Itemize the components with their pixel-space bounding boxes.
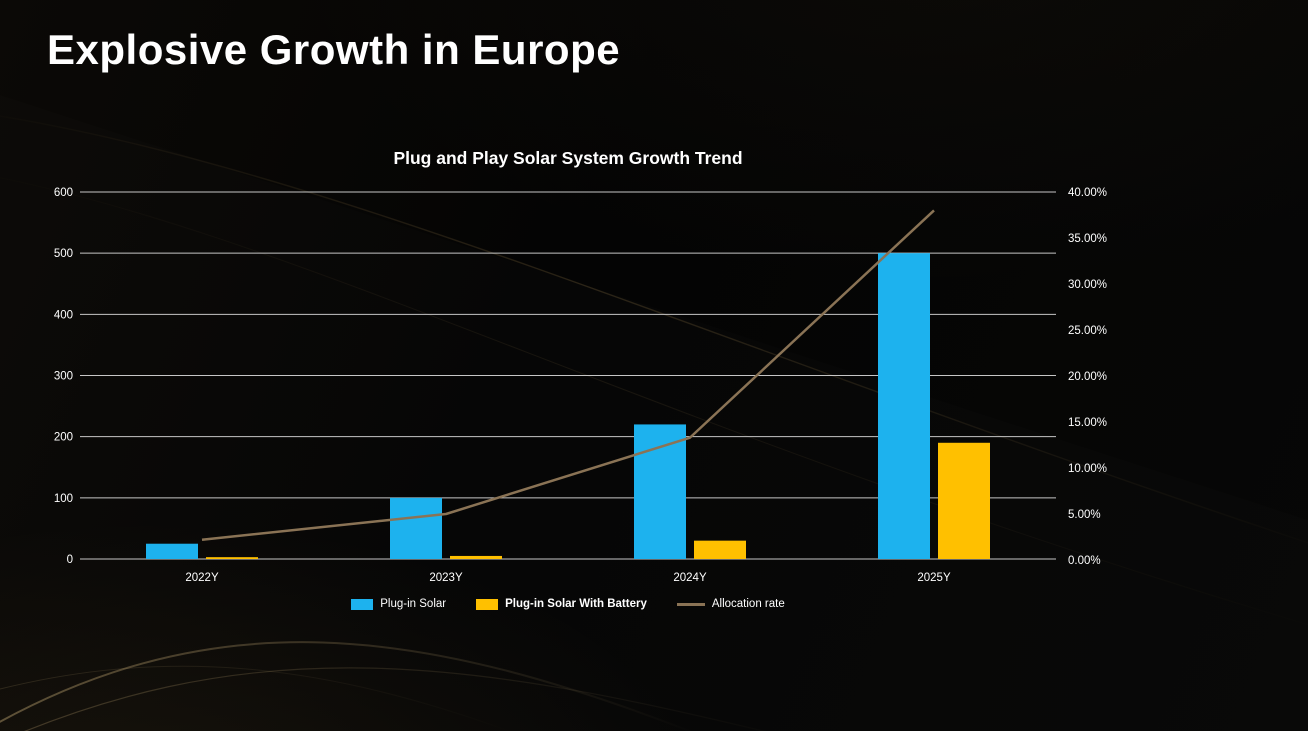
bar-plug-in-solar-with-battery bbox=[450, 555, 502, 559]
x-axis-category-label: 2025Y bbox=[917, 572, 951, 584]
bar-plug-in-solar bbox=[878, 253, 930, 559]
x-axis-category-label: 2024Y bbox=[673, 572, 707, 584]
bar-plug-in-solar-with-battery bbox=[938, 442, 990, 559]
bar-plug-in-solar-with-battery bbox=[206, 557, 258, 559]
x-axis-category-label: 2022Y bbox=[185, 572, 219, 584]
legend-bar-swatch-icon bbox=[351, 598, 374, 610]
right-axis-tick-label: 0.00% bbox=[1068, 555, 1101, 567]
chart-title: Plug and Play Solar System Growth Trend bbox=[393, 148, 743, 168]
right-axis-tick-label: 40.00% bbox=[1068, 187, 1107, 199]
right-axis-tick-label: 15.00% bbox=[1068, 417, 1107, 429]
legend-label: Plug-in Solar With Battery bbox=[505, 598, 647, 610]
legend-item-plug-in-solar-with-battery: Plug-in Solar With Battery bbox=[476, 598, 647, 610]
right-axis-tick-label: 30.00% bbox=[1068, 279, 1107, 291]
left-axis-tick-label: 200 bbox=[54, 432, 73, 444]
legend-line-swatch-icon bbox=[676, 602, 705, 606]
bar-plug-in-solar bbox=[146, 543, 198, 559]
left-axis-tick-label: 600 bbox=[54, 187, 73, 199]
x-axis-category-label: 2023Y bbox=[429, 572, 463, 584]
right-axis-tick-label: 35.00% bbox=[1068, 233, 1107, 245]
left-axis-tick-label: 300 bbox=[54, 371, 73, 383]
legend-item-plug-in-solar: Plug-in Solar bbox=[351, 598, 446, 610]
chart-legend: Plug-in Solar Plug-in Solar With Battery A… bbox=[80, 598, 1056, 610]
left-axis-tick-label: 100 bbox=[54, 493, 73, 505]
right-axis-tick-label: 5.00% bbox=[1068, 509, 1101, 521]
allocation-rate-line bbox=[201, 209, 935, 542]
legend-label: Plug-in Solar bbox=[380, 598, 447, 610]
left-axis-tick-label: 400 bbox=[54, 309, 73, 321]
right-axis-tick-label: 25.00% bbox=[1068, 325, 1107, 337]
slide-title: Explosive Growth in Europe bbox=[47, 26, 621, 73]
legend-label: Allocation rate bbox=[711, 598, 785, 610]
bar-plug-in-solar bbox=[390, 497, 442, 559]
legend-item-allocation-rate: Allocation rate bbox=[676, 598, 785, 610]
legend-bar-swatch-icon bbox=[476, 598, 499, 610]
bar-plug-in-solar bbox=[634, 424, 686, 559]
left-axis-tick-label: 500 bbox=[54, 248, 73, 260]
right-axis-tick-label: 10.00% bbox=[1068, 463, 1107, 475]
bar-plug-in-solar-with-battery bbox=[694, 540, 746, 559]
right-axis-tick-label: 20.00% bbox=[1068, 371, 1107, 383]
left-axis-tick-label: 0 bbox=[67, 554, 73, 566]
